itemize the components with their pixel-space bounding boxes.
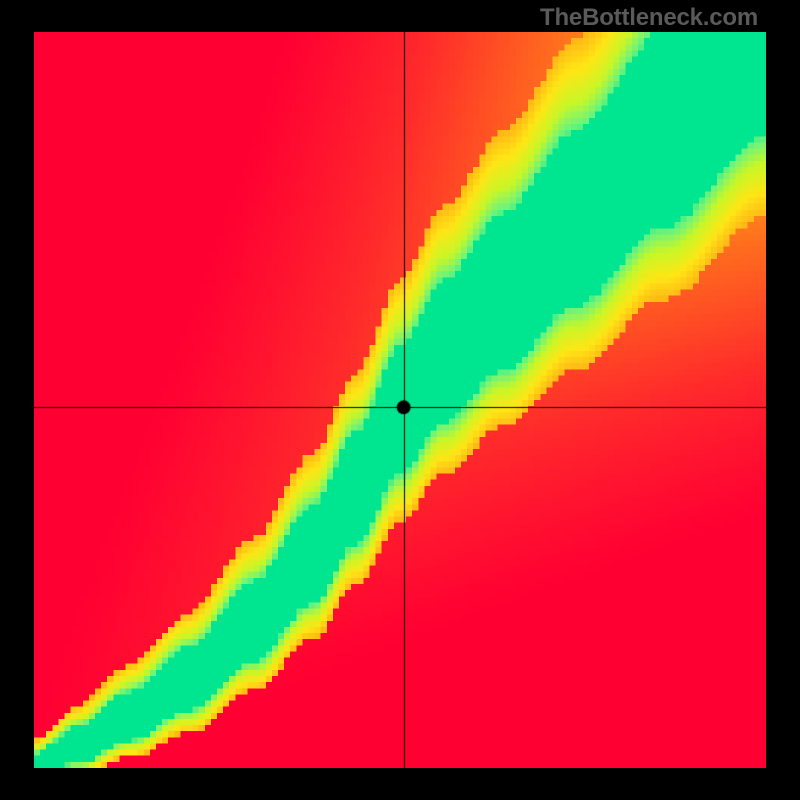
chart-container: TheBottleneck.com — [0, 0, 800, 800]
watermark-text: TheBottleneck.com — [540, 4, 758, 32]
crosshair-overlay — [34, 32, 766, 768]
